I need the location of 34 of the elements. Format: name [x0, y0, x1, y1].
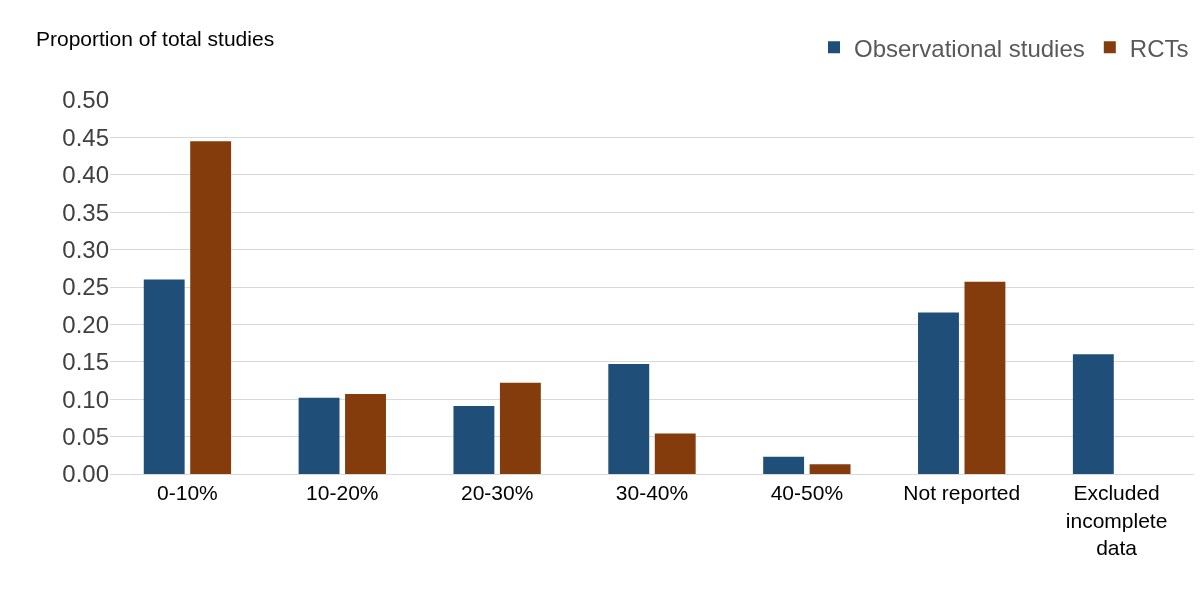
bar — [453, 405, 495, 474]
x-tick-label: Not reported — [903, 481, 1021, 505]
bar — [345, 393, 386, 474]
x-tick-label: 0-10% — [157, 481, 218, 505]
y-axis-title: Proportion of total studies — [36, 27, 275, 50]
y-tick-label: 0.05 — [62, 423, 109, 450]
x-tick-label: 10-20% — [306, 481, 379, 505]
bar — [499, 382, 541, 474]
y-tick-label: 0.15 — [62, 348, 109, 376]
y-tick-label: 0.40 — [62, 161, 109, 189]
y-tick-label: 0.00 — [62, 460, 109, 488]
bar — [190, 141, 232, 474]
bar — [918, 312, 959, 474]
x-tick-label: Excluded incomplete data — [1065, 481, 1168, 559]
y-tick-label: 0.50 — [62, 86, 109, 114]
y-tick-label: 0.35 — [62, 198, 109, 226]
y-tick-label: 0.10 — [62, 385, 109, 413]
bar — [654, 433, 696, 474]
bar — [143, 279, 185, 474]
x-tick-label: 30-40% — [615, 481, 689, 505]
y-tick-label: 0.45 — [62, 123, 109, 151]
x-tick-label: 40-50% — [770, 481, 844, 505]
y-tick-label: 0.30 — [62, 236, 109, 263]
legend-label: Observational studies — [854, 34, 1085, 62]
bar — [809, 464, 851, 474]
bar — [763, 456, 805, 474]
y-tick-label: 0.25 — [62, 273, 109, 301]
x-tick-label: 20-30% — [460, 481, 534, 505]
legend-label: RCTs — [1129, 34, 1189, 62]
bar — [964, 281, 1006, 474]
bar — [608, 364, 650, 474]
y-tick-label: 0.20 — [62, 310, 109, 338]
bar — [1072, 354, 1114, 474]
bar — [298, 397, 340, 474]
